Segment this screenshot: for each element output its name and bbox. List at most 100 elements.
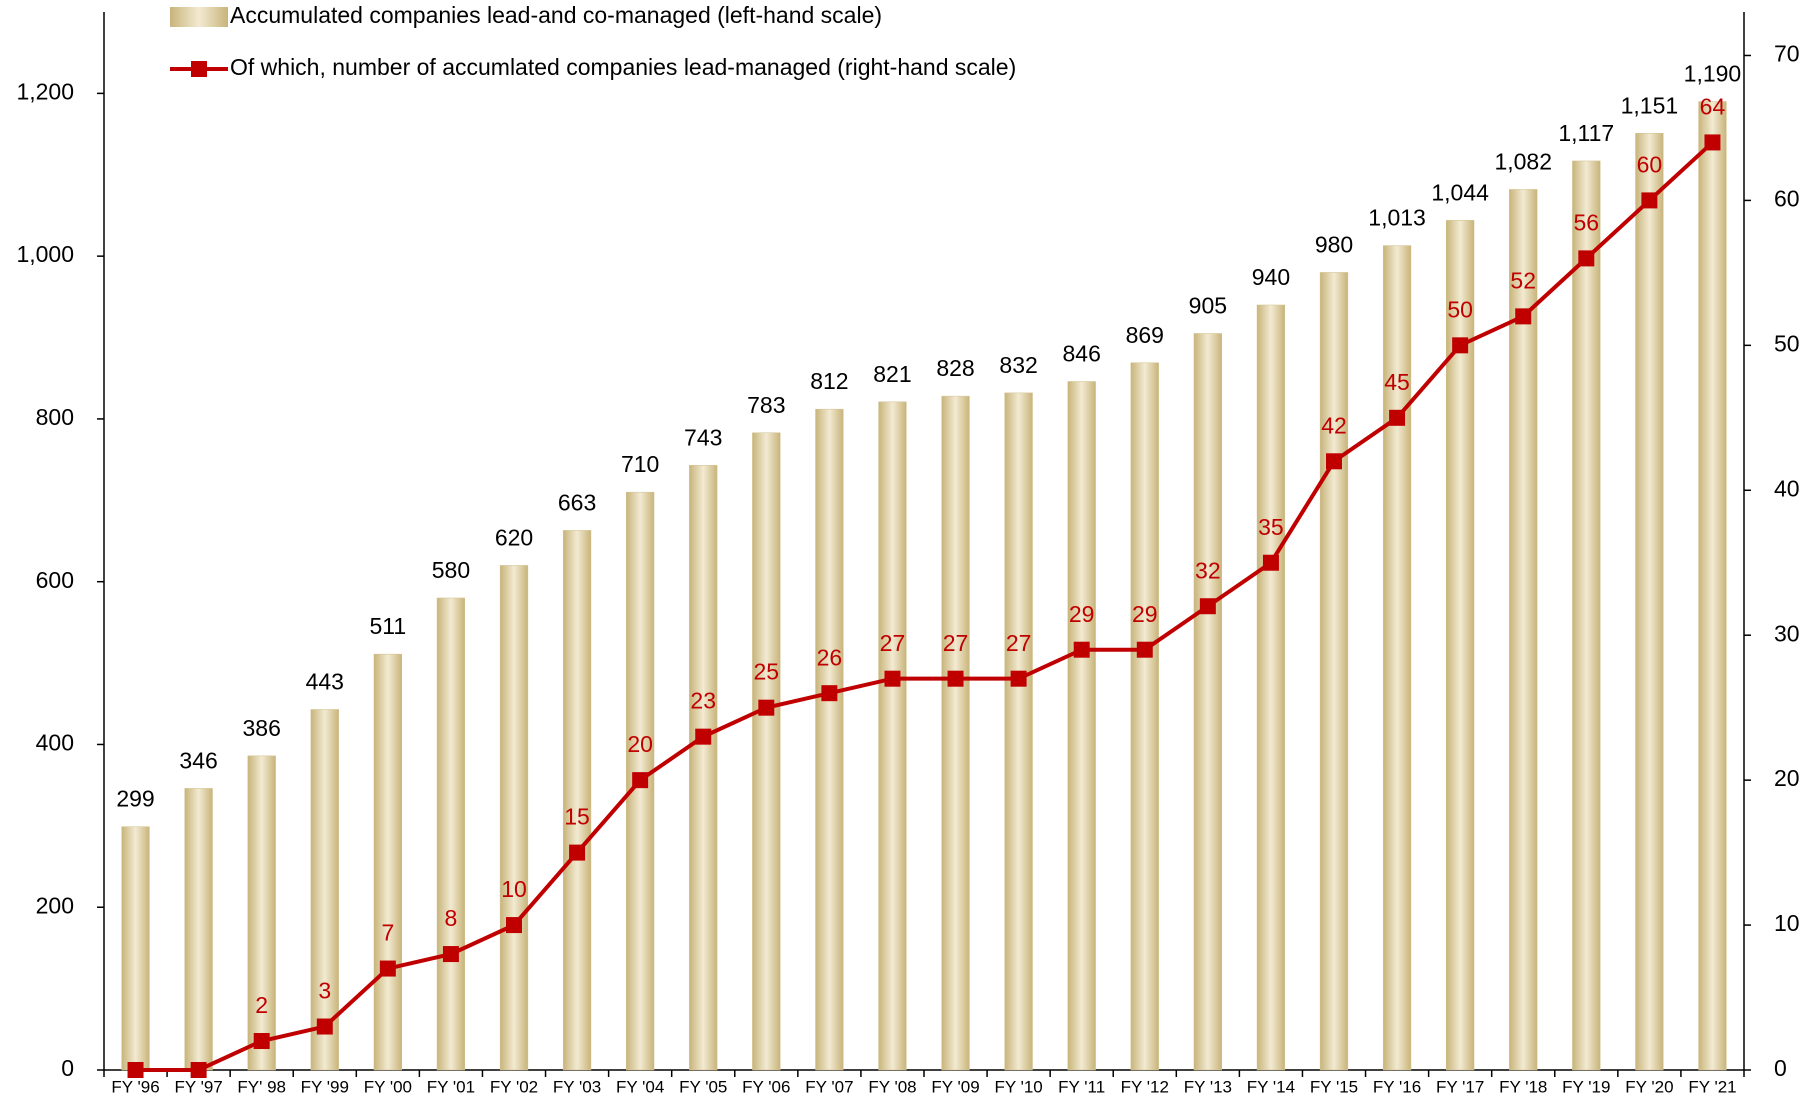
bar — [1067, 381, 1096, 1071]
bar — [247, 755, 276, 1071]
bar — [1256, 304, 1286, 1071]
bar-value-label: 812 — [810, 368, 848, 394]
legend-swatch — [170, 7, 228, 27]
line-marker — [1389, 409, 1406, 426]
y-tick-label: 600 — [36, 567, 74, 593]
y2-tick-label: 0 — [1774, 1055, 1787, 1081]
line-value-label: 8 — [445, 905, 458, 931]
x-tick-label: FY '08 — [868, 1077, 916, 1096]
x-tick-label: FY '21 — [1688, 1077, 1736, 1096]
bar-value-label: 299 — [116, 786, 154, 812]
x-tick-label: FY '15 — [1310, 1077, 1358, 1096]
y-tick-label: 0 — [61, 1055, 74, 1081]
x-tick-label: FY '10 — [994, 1077, 1042, 1096]
line-marker — [1452, 337, 1469, 354]
bar-value-label: 663 — [558, 489, 596, 515]
line-marker — [127, 1062, 144, 1078]
legend-label: Accumulated companies lead-and co-manage… — [230, 2, 882, 28]
y-tick-label: 800 — [36, 404, 74, 430]
bar — [310, 709, 339, 1071]
line-marker — [821, 685, 838, 702]
bar-value-label: 940 — [1252, 264, 1290, 290]
bar — [373, 653, 402, 1071]
line-marker — [758, 699, 775, 716]
line-marker — [442, 946, 459, 963]
x-tick-label: FY '16 — [1373, 1077, 1421, 1096]
line-marker — [253, 1033, 270, 1050]
line-value-label: 45 — [1384, 369, 1410, 395]
x-tick-label: FY '03 — [553, 1077, 601, 1096]
y2-tick-label: 30 — [1774, 620, 1800, 646]
y2-tick-label: 70 — [1774, 41, 1800, 67]
line — [135, 140, 1714, 1072]
y-tick-label: 1,000 — [16, 241, 74, 267]
x-tick-label: FY '01 — [427, 1077, 475, 1096]
bar — [815, 408, 844, 1071]
bar-value-label: 821 — [873, 361, 911, 387]
bar — [1193, 333, 1222, 1071]
x-tick-label: FY '97 — [174, 1077, 222, 1096]
line-marker — [379, 960, 396, 977]
line-marker — [1136, 641, 1153, 658]
bar — [1382, 245, 1412, 1071]
bar-value-label: 980 — [1315, 232, 1353, 258]
line-marker — [1704, 134, 1721, 151]
line-marker — [1326, 453, 1342, 470]
line-marker — [632, 772, 649, 789]
line-value-label: 64 — [1700, 94, 1726, 120]
y-tick-label: 200 — [36, 892, 74, 918]
line-value-label: 26 — [817, 644, 843, 670]
bar-value-label: 346 — [179, 747, 217, 773]
line-marker — [506, 917, 522, 934]
x-tick-label: FY '12 — [1121, 1077, 1169, 1096]
line-value-label: 2 — [255, 992, 268, 1018]
bar-value-label: 620 — [495, 524, 533, 550]
bar — [1446, 220, 1475, 1071]
bar — [1572, 160, 1601, 1071]
x-tick-label: FY '14 — [1247, 1077, 1295, 1096]
x-tick-label: FY '09 — [931, 1077, 979, 1096]
bar — [941, 395, 970, 1071]
x-tick-label: FY '99 — [301, 1077, 349, 1096]
bar — [499, 565, 529, 1071]
legend-marker — [191, 61, 207, 77]
x-tick-label: FY '11 — [1058, 1077, 1105, 1096]
x-tick-label: FY '96 — [111, 1077, 159, 1096]
line-value-label: 23 — [690, 688, 716, 714]
line-marker — [1578, 250, 1595, 267]
y2-tick-label: 20 — [1774, 765, 1800, 791]
bar — [752, 432, 781, 1071]
bar-value-label: 846 — [1063, 341, 1101, 367]
x-tick-label: FY '17 — [1436, 1077, 1484, 1096]
line-value-label: 20 — [627, 731, 653, 757]
line-marker — [947, 670, 964, 687]
line-value-label: 25 — [754, 659, 780, 685]
bar-value-label: 443 — [306, 669, 344, 695]
line-marker — [1199, 598, 1216, 615]
bar-value-label: 832 — [999, 352, 1037, 378]
bar-value-label: 743 — [684, 424, 722, 450]
x-tick-label: FY '00 — [364, 1077, 412, 1096]
bar — [1698, 101, 1727, 1071]
x-tick-label: FY '13 — [1184, 1077, 1232, 1096]
x-tick-label: FY '02 — [490, 1077, 538, 1096]
x-tick-label: FY '07 — [805, 1077, 853, 1096]
bar — [689, 465, 718, 1071]
line-marker — [190, 1062, 207, 1078]
bar-value-label: 1,151 — [1621, 92, 1679, 118]
x-tick-label: FY '19 — [1562, 1077, 1610, 1096]
line-value-label: 32 — [1195, 557, 1221, 583]
line-value-label: 50 — [1447, 296, 1473, 322]
line-value-label: 56 — [1574, 209, 1600, 235]
bar — [1509, 189, 1538, 1071]
line-marker — [884, 670, 901, 687]
bar — [1635, 133, 1664, 1071]
line-marker — [1641, 192, 1658, 209]
bar-value-label: 869 — [1126, 322, 1164, 348]
bar — [878, 401, 907, 1071]
line-marker — [316, 1018, 333, 1035]
line-value-label: 42 — [1321, 412, 1347, 438]
bar-value-label: 1,013 — [1368, 205, 1426, 231]
line-value-label: 27 — [880, 630, 906, 656]
line-value-label: 27 — [1006, 630, 1032, 656]
